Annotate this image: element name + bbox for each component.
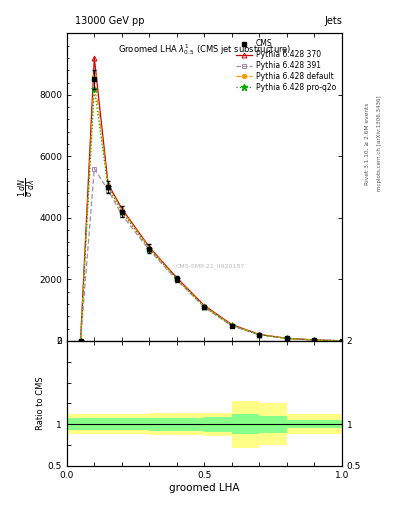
Y-axis label: Ratio to CMS: Ratio to CMS — [36, 377, 45, 430]
Y-axis label: $\frac{1}{\sigma}\frac{dN}{d\lambda}$: $\frac{1}{\sigma}\frac{dN}{d\lambda}$ — [16, 178, 38, 197]
Text: Groomed LHA $\lambda^{1}_{0.5}$ (CMS jet substructure): Groomed LHA $\lambda^{1}_{0.5}$ (CMS jet… — [118, 42, 291, 57]
Text: 13000 GeV pp: 13000 GeV pp — [75, 15, 145, 26]
X-axis label: groomed LHA: groomed LHA — [169, 482, 240, 493]
Text: Jets: Jets — [324, 15, 342, 26]
Legend: CMS, Pythia 6.428 370, Pythia 6.428 391, Pythia 6.428 default, Pythia 6.428 pro-: CMS, Pythia 6.428 370, Pythia 6.428 391,… — [233, 37, 338, 94]
Text: Rivet 3.1.10, ≥ 2.6M events: Rivet 3.1.10, ≥ 2.6M events — [365, 102, 370, 184]
Text: mcplots.cern.ch [arXiv:1306.3436]: mcplots.cern.ch [arXiv:1306.3436] — [377, 96, 382, 191]
Text: CMS-SMP-21_II920187: CMS-SMP-21_II920187 — [175, 263, 244, 269]
